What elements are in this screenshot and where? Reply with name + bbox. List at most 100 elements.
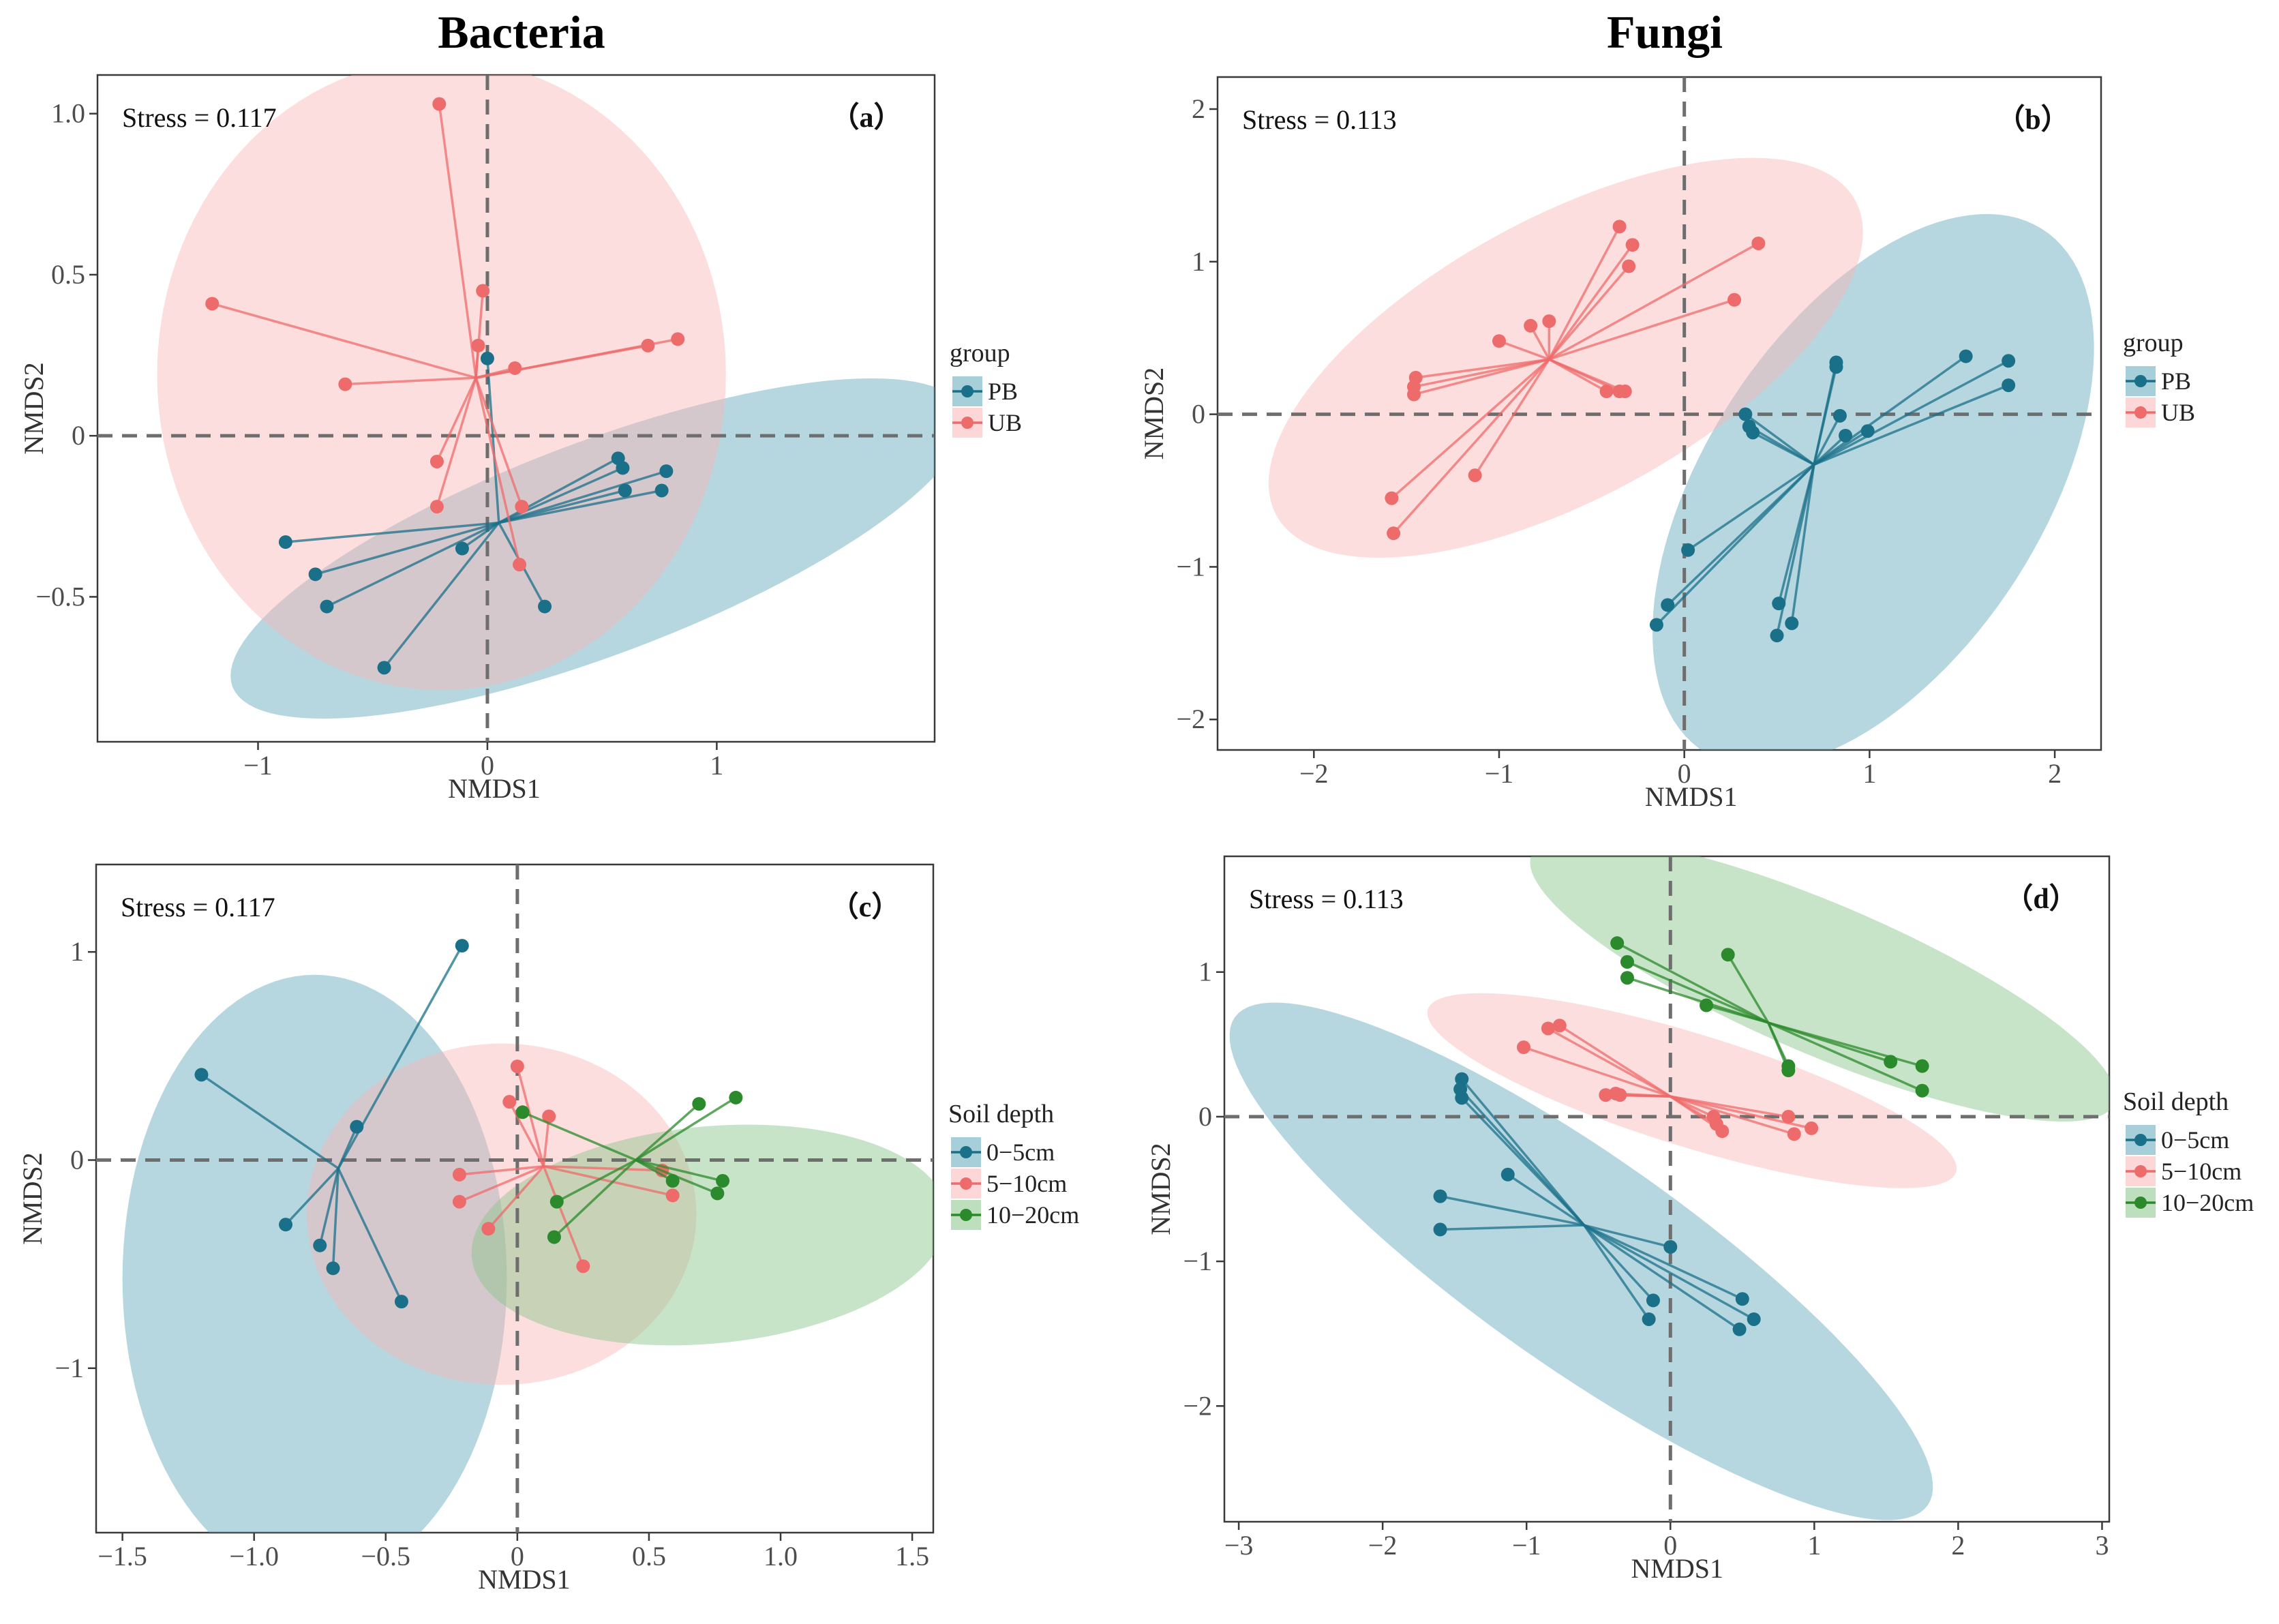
legend-key-dot <box>2134 375 2147 387</box>
legend-key-dot <box>960 1177 972 1190</box>
data-point <box>205 297 220 311</box>
x-tick-label: 1.0 <box>764 1541 798 1572</box>
data-point <box>1455 1072 1469 1086</box>
x-tick-label: −1 <box>1485 758 1514 789</box>
spider-segment <box>1670 1095 1795 1136</box>
panel-tag: （c） <box>830 891 901 923</box>
data-point <box>1738 407 1753 421</box>
x-tick-label: −2 <box>1299 758 1329 789</box>
legend-label: UB <box>988 409 1022 436</box>
data-point <box>665 1174 680 1188</box>
data-point <box>515 500 529 514</box>
spider-segment <box>318 1168 339 1246</box>
x-tick-label: 0 <box>1678 758 1691 789</box>
spider-segment <box>1440 1224 1584 1231</box>
x-tick-label: −1 <box>243 750 273 781</box>
data-point <box>432 97 447 111</box>
spider-segment <box>1583 1224 1755 1321</box>
spider-segment <box>1413 358 1550 389</box>
data-point <box>1732 1322 1747 1336</box>
legend-key-dot <box>2134 1134 2147 1146</box>
data-point <box>1492 334 1506 348</box>
spider-segment <box>436 377 477 462</box>
y-tick-label: 0 <box>70 1145 84 1175</box>
legend-title: Soil depth <box>2123 1087 2229 1116</box>
spider-segment <box>461 522 500 550</box>
y-tick-label: −2 <box>1176 704 1205 734</box>
spider-segment <box>1813 430 1869 466</box>
data-point <box>1500 1167 1515 1182</box>
y-tick-label: 1 <box>1192 246 1205 277</box>
data-point <box>1785 616 1799 631</box>
spider-segment <box>1813 415 1841 466</box>
spider-segment <box>542 1116 550 1167</box>
spider-segment <box>1813 384 2009 466</box>
panel-frame <box>96 74 936 743</box>
data-point <box>1407 387 1421 402</box>
data-point <box>692 1097 706 1111</box>
data-point <box>1620 954 1634 969</box>
data-point <box>1727 292 1742 307</box>
data-point <box>671 332 685 346</box>
data-point <box>1613 1088 1627 1102</box>
data-point <box>1781 1064 1796 1078</box>
data-point <box>1860 424 1875 438</box>
y-axis-title: NMDS2 <box>1138 367 1169 460</box>
legend-key-dot <box>960 1209 972 1221</box>
data-point <box>1781 1109 1796 1124</box>
spider-segment <box>326 522 500 608</box>
spider-segment <box>1392 358 1550 535</box>
spider-segment <box>1752 431 1815 466</box>
spider-segment <box>1583 1224 1740 1331</box>
spider-segment <box>331 1168 340 1269</box>
spider-segment <box>1548 244 1634 361</box>
spider-segment <box>543 1164 674 1197</box>
y-tick-label: −2 <box>1183 1390 1212 1421</box>
series-1 <box>194 939 469 1309</box>
plot-area <box>97 75 935 742</box>
data-point <box>665 1188 680 1203</box>
data-point <box>1625 238 1640 252</box>
x-tick-label: 1 <box>1862 758 1876 789</box>
spider-segment <box>438 104 477 378</box>
data-point <box>1829 360 1843 374</box>
spider-segment <box>200 1073 339 1170</box>
data-point <box>1433 1222 1447 1237</box>
legend-label: 5−10cm <box>2161 1158 2242 1185</box>
spider-segment <box>474 377 524 507</box>
x-tick-label: 1 <box>710 750 723 781</box>
series-2 <box>1385 220 1766 541</box>
data-point <box>549 1194 564 1209</box>
data-point <box>1915 1059 1929 1073</box>
data-point <box>710 1186 725 1201</box>
x-tick-label: −1.5 <box>97 1541 147 1572</box>
data-point <box>1599 1088 1613 1102</box>
spider-segment <box>1415 358 1550 379</box>
data-point <box>515 1105 530 1119</box>
panel-frame <box>1223 855 2111 1523</box>
data-point <box>1915 1083 1929 1098</box>
series-3 <box>1610 936 1929 1098</box>
spider-segment <box>1507 1173 1585 1227</box>
legend: group PB UB <box>950 339 1022 438</box>
data-point <box>542 1109 556 1124</box>
plot-area <box>96 864 933 1533</box>
panel-d: −3 −2 −1 0 1 2 3 −2 −1 0 1 NMDS1 NMDS2 Stress = 0.113… <box>1145 855 2254 1584</box>
spider-segment <box>284 1167 339 1226</box>
panel-a: −1 0 1 −0.5 0 0.5 1.0 NMDS1 NMDS2 Stress = 0.117 （… <box>18 74 1022 804</box>
data-point <box>1433 1189 1447 1203</box>
series-2 <box>205 97 685 572</box>
legend: group PB UB <box>2123 329 2195 427</box>
y-tick-label: 2 <box>1192 93 1205 124</box>
spider-segment <box>337 1126 358 1169</box>
fungi-column-title: Fungi <box>1607 6 1723 58</box>
spider-segment <box>1583 1224 1650 1320</box>
data-point <box>1646 1293 1660 1308</box>
y-tick-label: −1 <box>1176 551 1205 582</box>
legend-label: 0−5cm <box>986 1139 1055 1166</box>
series-1 <box>1433 1072 1761 1336</box>
spider-segment <box>635 1102 700 1161</box>
panel-tag: （a） <box>830 102 902 134</box>
data-point <box>2002 354 2016 368</box>
data-point <box>1541 1021 1555 1036</box>
